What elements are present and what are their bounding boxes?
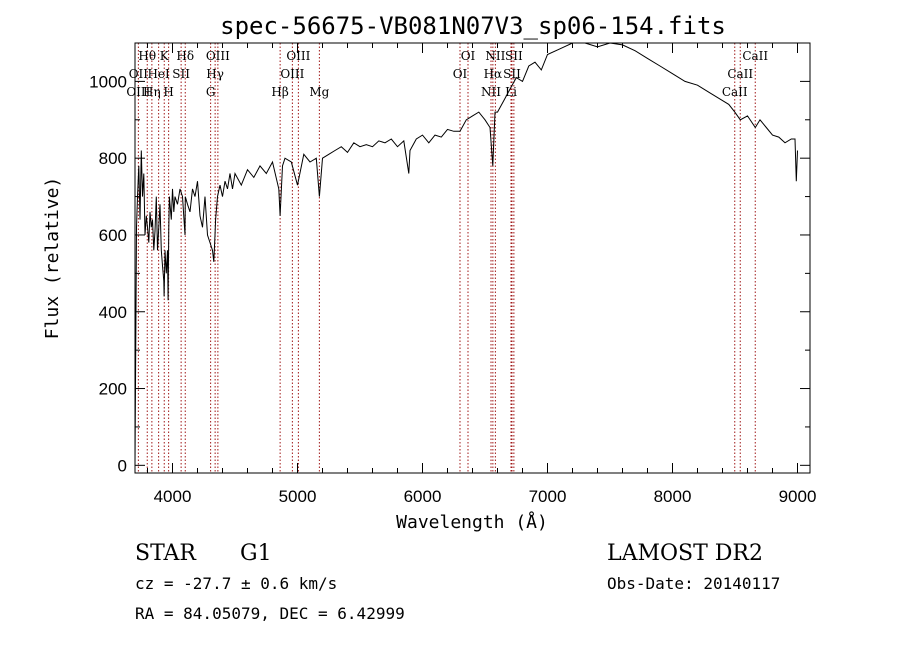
spectral-line-label: HeI bbox=[147, 67, 170, 81]
y-tick-label: 200 bbox=[99, 380, 127, 399]
spectral-line-label: SII bbox=[172, 67, 190, 81]
spectral-line-label: Hγ bbox=[206, 67, 224, 81]
spectrum-series-line bbox=[134, 42, 798, 466]
chart-title: spec-56675-VB081N07V3_sp06-154.fits bbox=[220, 12, 726, 40]
redshift-cz: cz = -27.7 ± 0.6 km/s bbox=[135, 574, 337, 593]
spectral-line-label: Hθ bbox=[138, 49, 156, 63]
spectral-line-label: G bbox=[206, 85, 216, 99]
y-tick-label: 1000 bbox=[89, 72, 127, 91]
spectral-line-label: CaII bbox=[727, 67, 753, 81]
spectral-line-label: OI bbox=[461, 49, 476, 63]
observation-date: Obs-Date: 20140117 bbox=[607, 574, 780, 593]
spectral-line-label: Hα bbox=[484, 67, 503, 81]
y-tick-label: 400 bbox=[99, 303, 127, 322]
spectral-line-label: Mg bbox=[309, 85, 329, 99]
ra-dec: RA = 84.05079, DEC = 6.42999 bbox=[135, 604, 405, 623]
spectral-line-label: NII bbox=[485, 49, 505, 63]
spectral-line-label: SII bbox=[505, 49, 523, 63]
spectral-line-markers bbox=[137, 43, 756, 473]
spectral-line-label: Hβ bbox=[271, 85, 288, 99]
y-tick-label: 600 bbox=[99, 226, 127, 245]
spectral-line-label: OIII bbox=[280, 67, 304, 81]
spectral-line-label: OIII bbox=[286, 49, 310, 63]
x-tick-label: 4000 bbox=[154, 487, 192, 506]
spectral-line-label: Li bbox=[505, 85, 517, 99]
spectral-line-label: CaII bbox=[722, 85, 748, 99]
x-tick-label: 6000 bbox=[404, 487, 442, 506]
y-tick-label: 800 bbox=[99, 149, 127, 168]
spectral-line-label: OIII bbox=[126, 85, 150, 99]
y-axis-label: Flux (relative) bbox=[42, 177, 63, 340]
x-axis-ticks: 4000 5000 6000 7000 8000 9000 bbox=[147, 43, 817, 506]
y-axis-ticks: 0 200 400 600 800 1000 bbox=[89, 72, 810, 475]
survey-name: LAMOST DR2 bbox=[607, 541, 763, 566]
x-tick-label: 5000 bbox=[279, 487, 317, 506]
x-tick-label: 7000 bbox=[529, 487, 567, 506]
spectral-line-label: Hδ bbox=[176, 49, 194, 63]
object-class: STAR bbox=[135, 541, 197, 566]
y-tick-label: 0 bbox=[118, 456, 127, 475]
spectral-line-label: K bbox=[160, 49, 170, 63]
x-tick-label: 9000 bbox=[779, 487, 817, 506]
x-axis-label: Wavelength (Å) bbox=[396, 511, 548, 533]
spectral-line-label: H bbox=[163, 85, 173, 99]
spectral-line-label: NII bbox=[481, 85, 501, 99]
spectral-line-label: OIII bbox=[206, 49, 230, 63]
spectral-line-label: OII bbox=[129, 67, 149, 81]
spectral-line-label: OI bbox=[453, 67, 468, 81]
x-tick-label: 8000 bbox=[654, 487, 692, 506]
spectral-line-label: Hη bbox=[143, 85, 161, 99]
plot-frame bbox=[134, 42, 811, 474]
spectral-line-label: CaII bbox=[742, 49, 768, 63]
object-subclass: G1 bbox=[240, 541, 272, 566]
